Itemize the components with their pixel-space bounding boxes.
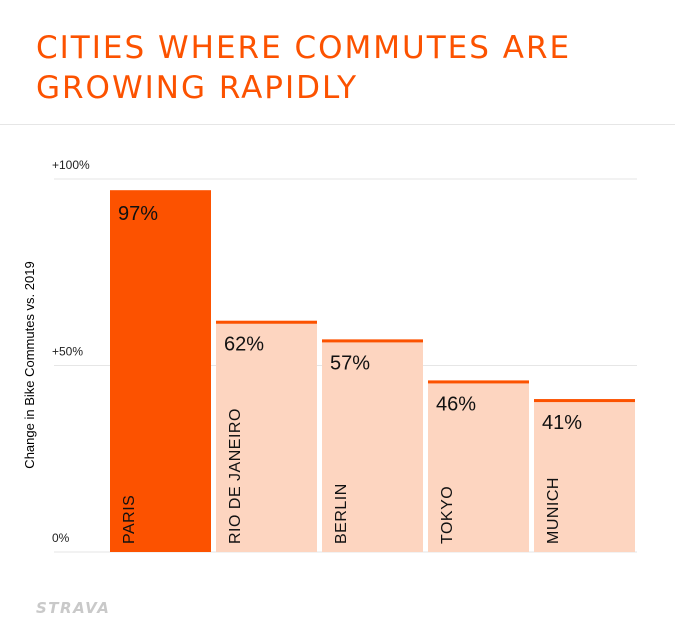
data-label: 57% [330, 352, 370, 374]
y-tick-label: +50% [52, 345, 83, 359]
bar [322, 339, 423, 552]
bar-top-line [428, 380, 529, 384]
bar [216, 320, 317, 552]
title-divider [0, 124, 675, 125]
bar [534, 399, 635, 552]
y-tick-label: 0% [52, 531, 70, 545]
y-tick-label: +100% [52, 158, 90, 172]
bar-top-line [216, 320, 317, 324]
chart-title-line-2: GROWING RAPIDLY [36, 70, 359, 106]
data-label: 97% [118, 203, 158, 225]
data-label: 41% [542, 412, 582, 434]
category-label: BERLIN [333, 483, 350, 544]
category-label: MUNICH [545, 477, 562, 544]
category-label: RIO DE JANEIRO [227, 408, 244, 544]
data-label: 46% [436, 393, 476, 415]
chart-title: CITIES WHERE COMMUTES ARE GROWING RAPIDL… [36, 28, 636, 108]
chart-title-line-1: CITIES WHERE COMMUTES ARE [36, 30, 572, 66]
y-axis-label: Change in Bike Commutes vs. 2019 [22, 261, 37, 468]
category-label: TOKYO [439, 486, 456, 544]
bar [110, 190, 211, 552]
data-label: 62% [224, 334, 264, 356]
bar-top-line [534, 399, 635, 403]
strava-logo: STRAVA [36, 599, 111, 617]
bar-top-line [322, 339, 423, 343]
bar [428, 380, 529, 552]
category-label: PARIS [121, 495, 138, 544]
